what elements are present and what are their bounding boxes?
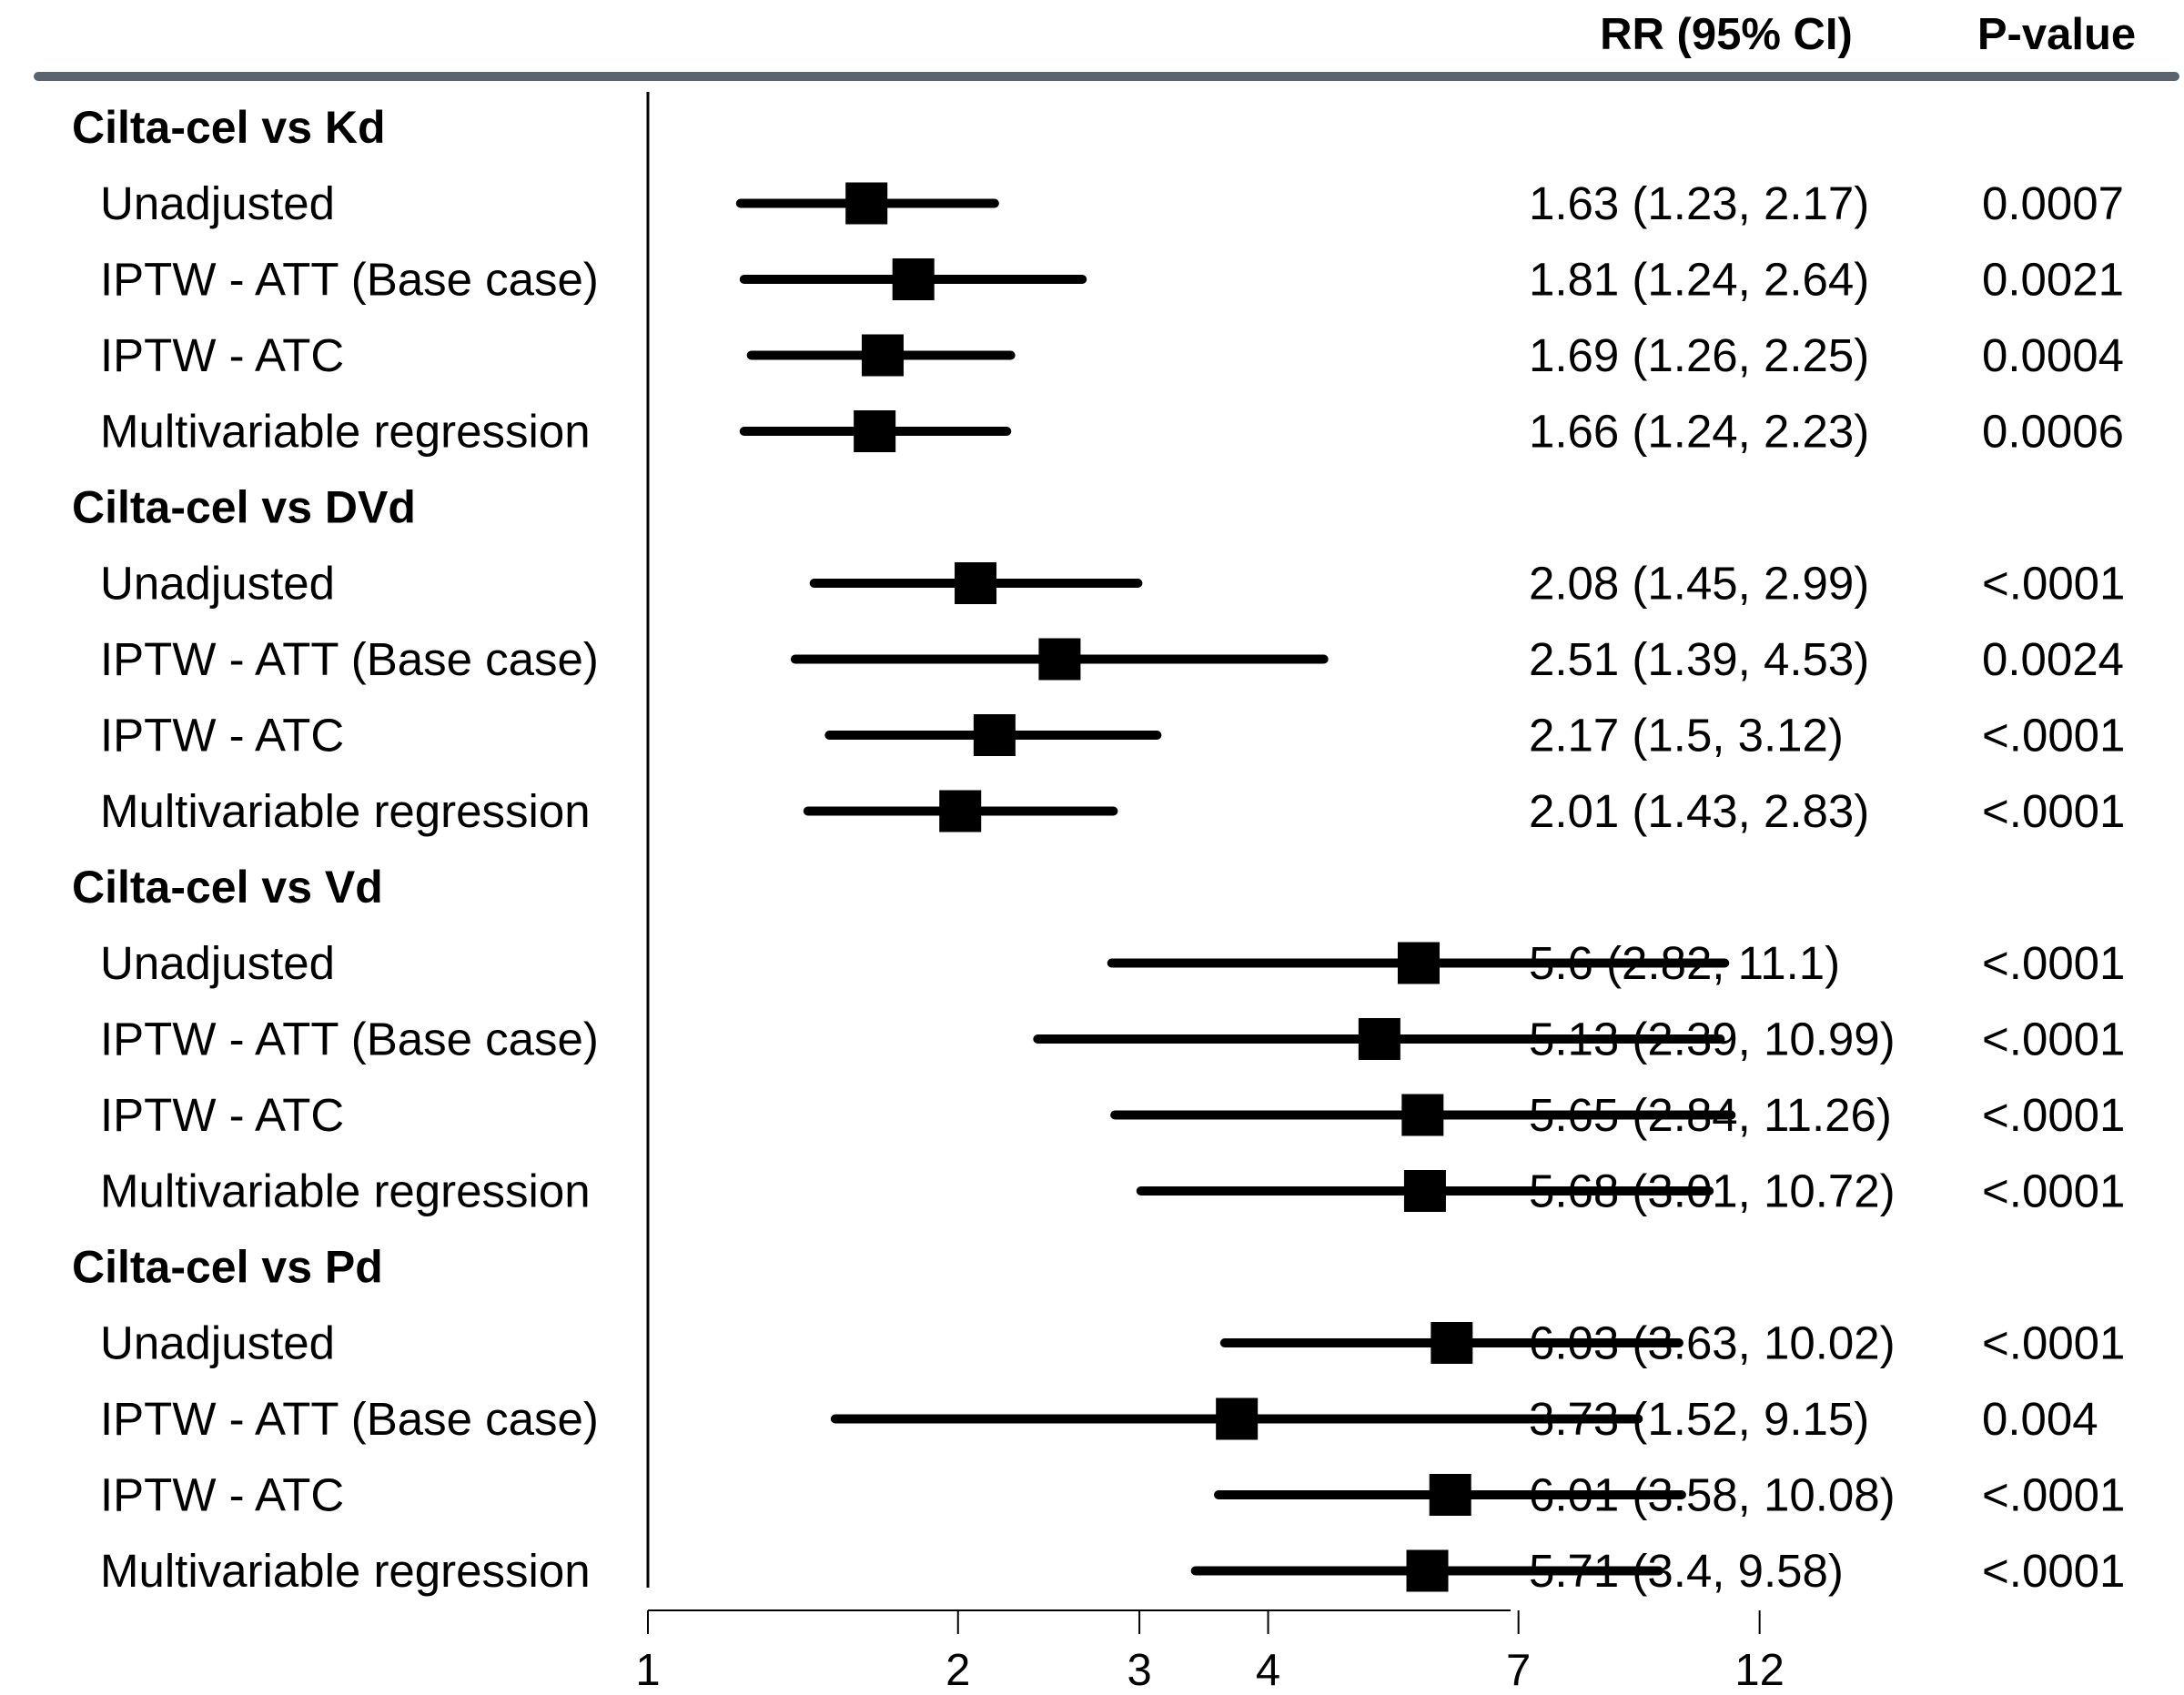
p-value: <.0001 (1982, 1469, 2125, 1521)
p-value: <.0001 (1982, 937, 2125, 989)
point-estimate-marker (955, 562, 997, 604)
group-label: Cilta-cel vs Kd (72, 102, 386, 153)
point-estimate-marker (973, 714, 1016, 756)
point-estimate-marker (1403, 1170, 1446, 1212)
point-estimate-marker (1406, 1549, 1449, 1592)
point-estimate-marker (1397, 942, 1440, 984)
p-value: <.0001 (1982, 558, 2125, 610)
rr-ci-value: 1.66 (1.24, 2.23) (1529, 406, 1869, 458)
p-value: <.0001 (1982, 1089, 2125, 1141)
row-label: IPTW - ATC (100, 329, 344, 381)
row-label: IPTW - ATC (100, 1089, 344, 1141)
point-estimate-marker (1429, 1474, 1471, 1516)
rr-ci-value: 2.08 (1.45, 2.99) (1529, 558, 1869, 610)
row-label: IPTW - ATT (Base case) (100, 1393, 599, 1445)
rr-ci-value: 5.6 (2.82, 11.1) (1529, 937, 1840, 989)
point-estimate-marker (892, 258, 935, 300)
row-label: IPTW - ATT (Base case) (100, 1014, 599, 1065)
rr-ci-value: 1.63 (1.23, 2.17) (1529, 177, 1869, 229)
point-estimate-marker (1216, 1397, 1259, 1440)
row-label: Unadjusted (100, 558, 335, 610)
p-value: <.0001 (1982, 1014, 2125, 1065)
row-label: Unadjusted (100, 937, 335, 989)
x-tick-label: 7 (1506, 1646, 1531, 1695)
point-estimate-marker (845, 182, 888, 225)
point-estimate-marker (1431, 1322, 1473, 1364)
forest-rows: Cilta-cel vs Kd Unadjusted 1.63 (1.23, 2.1… (72, 102, 2125, 1597)
point-estimate-marker (861, 334, 904, 377)
rr-ci-value: 2.17 (1.5, 3.12) (1529, 710, 1844, 762)
rr-ci-value: 2.51 (1.39, 4.53) (1529, 633, 1869, 685)
rr-ci-value: 1.69 (1.26, 2.25) (1529, 329, 1869, 381)
x-tick-label: 2 (945, 1646, 970, 1695)
p-value-column-header: P-value (1977, 10, 2136, 59)
rr-ci-value: 6.03 (3.63, 10.02) (1529, 1317, 1896, 1369)
row-label: Unadjusted (100, 177, 335, 229)
p-value: <.0001 (1982, 785, 2125, 837)
row-label: Unadjusted (100, 1317, 335, 1369)
rr-ci-value: 2.01 (1.43, 2.83) (1529, 785, 1869, 837)
p-value: 0.0024 (1982, 633, 2124, 685)
row-label: IPTW - ATC (100, 710, 344, 762)
p-value: <.0001 (1982, 1317, 2125, 1369)
p-value: 0.0006 (1982, 406, 2124, 458)
row-label: IPTW - ATT (Base case) (100, 254, 599, 306)
rr-column-header: RR (95% CI) (1600, 10, 1853, 59)
p-value: <.0001 (1982, 1165, 2125, 1217)
p-value: <.0001 (1982, 1545, 2125, 1597)
p-value: 0.0021 (1982, 254, 2124, 306)
point-estimate-marker (1358, 1018, 1400, 1060)
rr-ci-value: 5.68 (3.01, 10.72) (1529, 1165, 1896, 1217)
point-estimate-marker (854, 410, 896, 452)
point-estimate-marker (939, 790, 982, 832)
p-value: <.0001 (1982, 710, 2125, 762)
rr-ci-value: 5.13 (2.39, 10.99) (1529, 1014, 1896, 1065)
row-label: IPTW - ATC (100, 1469, 344, 1521)
rr-ci-value: 5.71 (3.4, 9.58) (1529, 1545, 1844, 1597)
group-label: Cilta-cel vs Pd (72, 1242, 383, 1293)
group-label: Cilta-cel vs DVd (72, 482, 416, 533)
row-label: Multivariable regression (100, 406, 591, 458)
x-tick-label: 3 (1127, 1646, 1151, 1695)
row-label: IPTW - ATT (Base case) (100, 633, 599, 685)
rr-ci-value: 5.65 (2.84, 11.26) (1529, 1089, 1892, 1141)
p-value: 0.0007 (1982, 177, 2124, 229)
rr-ci-value: 1.81 (1.24, 2.64) (1529, 254, 1869, 306)
group-label: Cilta-cel vs Vd (72, 862, 383, 913)
row-label: Multivariable regression (100, 1545, 591, 1597)
row-label: Multivariable regression (100, 1165, 591, 1217)
x-tick-label: 1 (635, 1646, 660, 1695)
x-axis: 1 2 3 4 7 12 (635, 1609, 1785, 1695)
row-label: Multivariable regression (100, 785, 591, 837)
rr-ci-value: 3.73 (1.52, 9.15) (1529, 1393, 1869, 1445)
p-value: 0.004 (1982, 1393, 2098, 1445)
p-value: 0.0004 (1982, 329, 2124, 381)
point-estimate-marker (1401, 1094, 1444, 1136)
rr-ci-value: 6.01 (3.58, 10.08) (1529, 1469, 1896, 1521)
point-estimate-marker (1038, 638, 1081, 681)
x-tick-label: 12 (1734, 1646, 1785, 1695)
x-tick-label: 4 (1256, 1646, 1280, 1695)
